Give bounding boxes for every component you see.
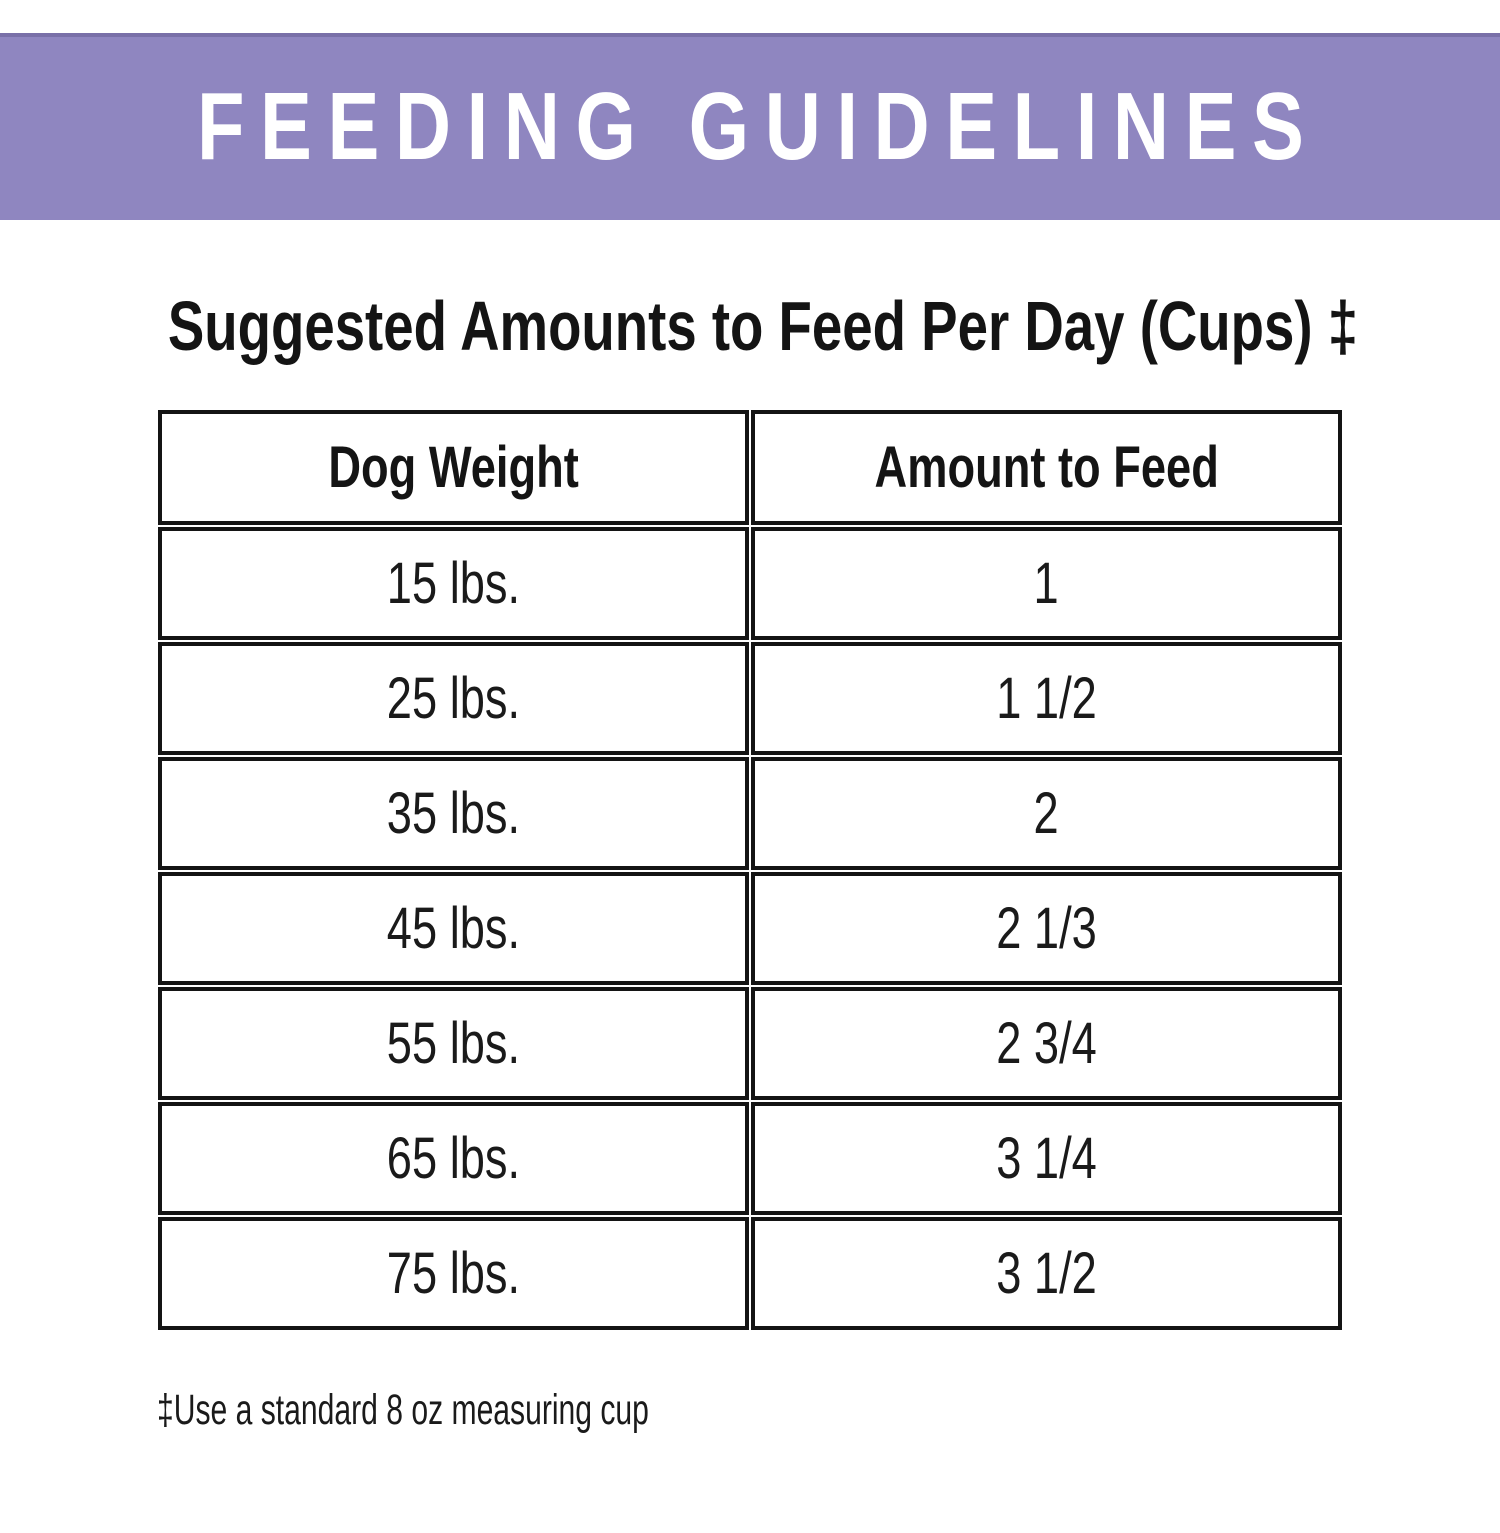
cell-dog-weight-text: 15 lbs. (386, 551, 521, 616)
cell-amount-to-feed: 2 1/3 (751, 872, 1342, 985)
cell-dog-weight: 55 lbs. (158, 987, 749, 1100)
cell-amount-to-feed-text: 3 1/2 (996, 1241, 1097, 1306)
table-row: 35 lbs. 2 (158, 757, 1342, 870)
cell-amount-to-feed: 1 1/2 (751, 642, 1342, 755)
cell-amount-to-feed-text: 3 1/4 (996, 1126, 1097, 1191)
column-header-amount-to-feed-text: Amount to Feed (874, 435, 1219, 500)
cell-amount-to-feed-text: 1 (1033, 551, 1060, 616)
cell-dog-weight: 15 lbs. (158, 527, 749, 640)
cell-amount-to-feed: 2 (751, 757, 1342, 870)
banner-title-text: FEEDING GUIDELINES (196, 72, 1319, 180)
table-row: 75 lbs. 3 1/2 (158, 1217, 1342, 1330)
table-row: 45 lbs. 2 1/3 (158, 872, 1342, 985)
cell-dog-weight: 65 lbs. (158, 1102, 749, 1215)
cell-dog-weight-text: 55 lbs. (386, 1011, 521, 1076)
cell-dog-weight-text: 45 lbs. (386, 896, 521, 961)
feeding-table-head: Dog Weight Amount to Feed (158, 410, 1342, 525)
banner-title: FEEDING GUIDELINES (48, 72, 1453, 182)
page-title: Suggested Amounts to Feed Per Day (Cups)… (0, 284, 1500, 368)
cell-amount-to-feed-text: 2 3/4 (996, 1011, 1097, 1076)
column-header-dog-weight: Dog Weight (158, 410, 749, 525)
cell-amount-to-feed: 3 1/4 (751, 1102, 1342, 1215)
feeding-table: Dog Weight Amount to Feed 15 lbs. 1 25 lbs… (156, 408, 1344, 1332)
column-header-dog-weight-text: Dog Weight (328, 435, 579, 500)
table-row: 65 lbs. 3 1/4 (158, 1102, 1342, 1215)
page-title-text: Suggested Amounts to Feed Per Day (Cups)… (167, 287, 1359, 365)
footnote: ‡Use a standard 8 oz measuring cup (157, 1386, 1500, 1435)
cell-amount-to-feed-text: 2 (1033, 781, 1060, 846)
table-row: 25 lbs. 1 1/2 (158, 642, 1342, 755)
cell-amount-to-feed: 1 (751, 527, 1342, 640)
cell-amount-to-feed: 3 1/2 (751, 1217, 1342, 1330)
cell-dog-weight: 35 lbs. (158, 757, 749, 870)
table-row: 15 lbs. 1 (158, 527, 1342, 640)
cell-dog-weight: 45 lbs. (158, 872, 749, 985)
cell-dog-weight-text: 35 lbs. (386, 781, 521, 846)
feeding-table-body: 15 lbs. 1 25 lbs. 1 1/2 35 lbs. 2 45 lbs. 2 1/3… (158, 527, 1342, 1330)
table-row: 55 lbs. 2 3/4 (158, 987, 1342, 1100)
cell-dog-weight-text: 65 lbs. (386, 1126, 521, 1191)
cell-amount-to-feed-text: 1 1/2 (996, 666, 1097, 731)
cell-dog-weight-text: 75 lbs. (386, 1241, 521, 1306)
column-header-amount-to-feed: Amount to Feed (751, 410, 1342, 525)
cell-dog-weight: 75 lbs. (158, 1217, 749, 1330)
cell-dog-weight-text: 25 lbs. (386, 666, 521, 731)
feeding-guidelines-banner: FEEDING GUIDELINES (0, 33, 1500, 220)
footnote-text: ‡Use a standard 8 oz measuring cup (157, 1386, 649, 1434)
cell-dog-weight: 25 lbs. (158, 642, 749, 755)
header-row: Dog Weight Amount to Feed (158, 410, 1342, 525)
cell-amount-to-feed: 2 3/4 (751, 987, 1342, 1100)
cell-amount-to-feed-text: 2 1/3 (996, 896, 1097, 961)
